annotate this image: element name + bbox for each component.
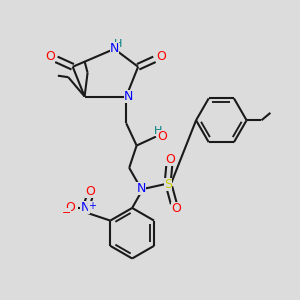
Text: −: − [62, 208, 71, 218]
Text: N: N [110, 42, 119, 56]
Text: N: N [124, 90, 133, 103]
Text: H: H [114, 39, 122, 49]
Text: O: O [65, 201, 75, 214]
Text: H: H [154, 126, 163, 136]
Text: O: O [156, 50, 166, 64]
Text: +: + [88, 201, 97, 211]
Text: O: O [165, 153, 175, 166]
Text: O: O [171, 202, 181, 215]
Text: N: N [136, 182, 146, 195]
Text: O: O [85, 185, 95, 198]
Text: N: N [80, 201, 90, 214]
Text: O: O [45, 50, 55, 64]
Text: O: O [157, 130, 167, 143]
Text: S: S [164, 178, 172, 191]
